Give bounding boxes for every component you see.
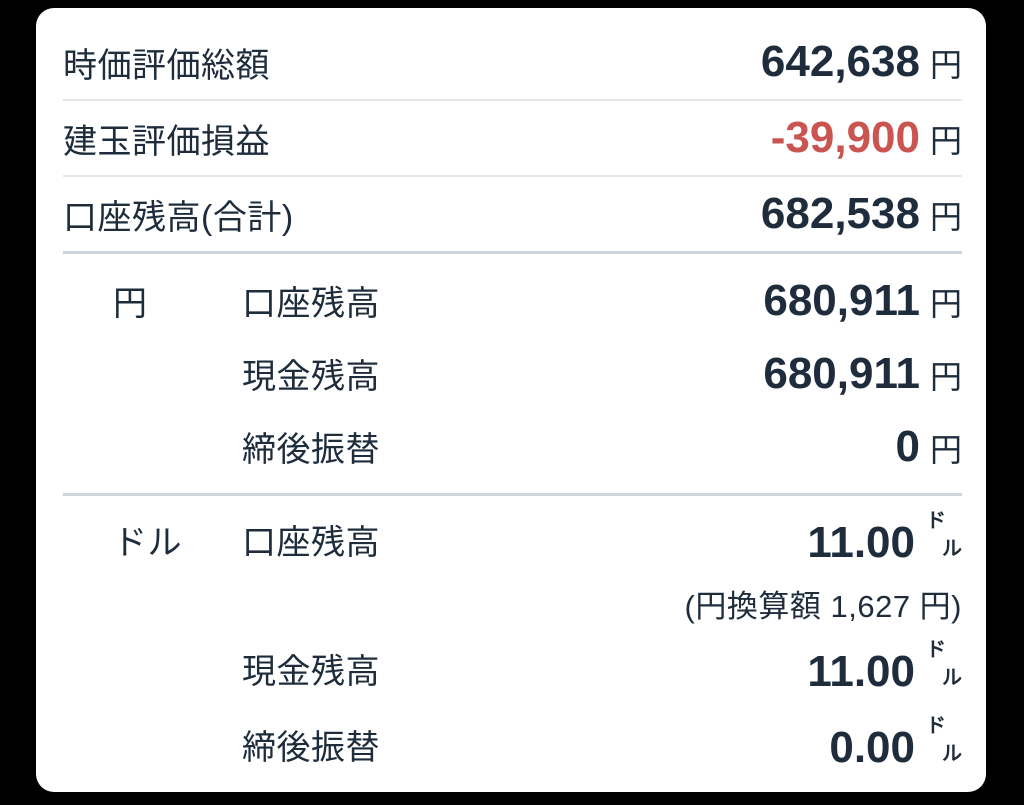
dollar-account-balance-number: 11.00 — [807, 517, 915, 567]
yen-post-close-transfer-amount: 0 円 — [896, 422, 963, 472]
position-pl-number: -39,900 — [770, 113, 920, 162]
position-pl-amount: -39,900 円 — [771, 113, 962, 163]
row-position-pl: 建玉評価損益 -39,900 円 — [63, 101, 962, 175]
row-yen-account-balance: 円 口座残高 680,911 円 — [63, 264, 962, 337]
dollar-unit-bottom-char: ル — [942, 537, 962, 560]
row-dollar-cash-balance: 現金残高 11.00 ド ル — [63, 632, 962, 705]
row-total-balance: 口座残高(合計) 682,538 円 — [63, 177, 962, 251]
total-market-value-unit: 円 — [929, 47, 962, 83]
total-market-value-label: 時価評価総額 — [63, 46, 270, 85]
total-balance-number: 682,538 — [760, 189, 920, 238]
row-yen-conversion-note: (円換算額 1,627 円) — [63, 574, 962, 632]
yen-account-balance-amount: 680,911 円 — [763, 276, 962, 326]
yen-currency-label: 円 — [113, 285, 148, 323]
yen-post-close-transfer-unit: 円 — [929, 431, 962, 468]
dollar-post-close-transfer-number: 0.00 — [829, 722, 915, 772]
total-balance-label: 口座残高(合計) — [63, 198, 294, 237]
position-pl-unit: 円 — [929, 123, 962, 159]
row-yen-post-close-transfer: 締後振替 0 円 — [63, 410, 962, 483]
dollar-unit: ド ル — [926, 639, 962, 689]
yen-cash-balance-label: 現金残高 — [242, 358, 380, 396]
yen-cash-balance-amount: 680,911 円 — [763, 349, 962, 399]
divider — [63, 99, 962, 101]
yen-cash-balance-number: 680,911 — [763, 348, 920, 398]
row-dollar-post-close-transfer: 締後振替 0.00 ド ル — [63, 705, 962, 783]
dollar-unit: ド ル — [926, 714, 962, 765]
dollar-unit: ド ル — [926, 509, 962, 560]
yen-conversion-note: (円換算額 1,627 円) — [684, 588, 962, 624]
dollar-post-close-transfer-label: 締後振替 — [242, 728, 380, 767]
yen-post-close-transfer-number: 0 — [895, 421, 920, 471]
yen-account-balance-label: 口座残高 — [242, 285, 380, 323]
yen-post-close-transfer-label: 締後振替 — [242, 431, 380, 469]
row-total-market-value: 時価評価総額 642,638 円 — [63, 25, 962, 99]
total-balance-unit: 円 — [929, 199, 962, 235]
section-divider — [63, 251, 962, 254]
dollar-unit-bottom-char: ル — [942, 742, 962, 765]
yen-account-balance-number: 680,911 — [763, 275, 920, 325]
row-dollar-account-balance: ドル 口座残高 11.00 ド ル — [63, 504, 962, 574]
section-divider — [63, 493, 962, 496]
dollar-unit-top-char: ド — [926, 714, 946, 737]
total-market-value-amount: 642,638 円 — [761, 37, 962, 87]
row-yen-cash-balance: 現金残高 680,911 円 — [63, 337, 962, 410]
total-market-value-number: 642,638 — [760, 37, 920, 86]
dollar-account-balance-amount: 11.00 ド ル — [807, 511, 962, 568]
balance-card-content: 時価評価総額 642,638 円 建玉評価損益 -39,900 円 口座残高(合… — [36, 8, 986, 792]
balance-card: 時価評価総額 642,638 円 建玉評価損益 -39,900 円 口座残高(合… — [36, 8, 986, 792]
dollar-cash-balance-number: 11.00 — [807, 647, 915, 696]
dollar-currency-label: ドル — [113, 523, 182, 562]
total-balance-amount: 682,538 円 — [761, 189, 962, 239]
yen-cash-balance-unit: 円 — [929, 358, 962, 395]
dollar-account-balance-label: 口座残高 — [242, 523, 380, 562]
dollar-post-close-transfer-amount: 0.00 ド ル — [829, 716, 962, 773]
position-pl-label: 建玉評価損益 — [63, 122, 270, 161]
dollar-section: ドル 口座残高 11.00 ド ル (円換算額 1,627 円) 現金 — [63, 496, 962, 792]
dollar-cash-balance-amount: 11.00 ド ル — [807, 640, 962, 697]
dollar-unit-top-char: ド — [926, 639, 946, 661]
yen-section: 円 口座残高 680,911 円 現金残高 680,911 円 — [63, 254, 962, 493]
divider — [63, 175, 962, 177]
dollar-unit-bottom-char: ル — [942, 667, 962, 689]
dollar-cash-balance-label: 現金残高 — [242, 653, 380, 691]
dollar-unit-top-char: ド — [926, 509, 946, 532]
yen-account-balance-unit: 円 — [929, 285, 962, 322]
